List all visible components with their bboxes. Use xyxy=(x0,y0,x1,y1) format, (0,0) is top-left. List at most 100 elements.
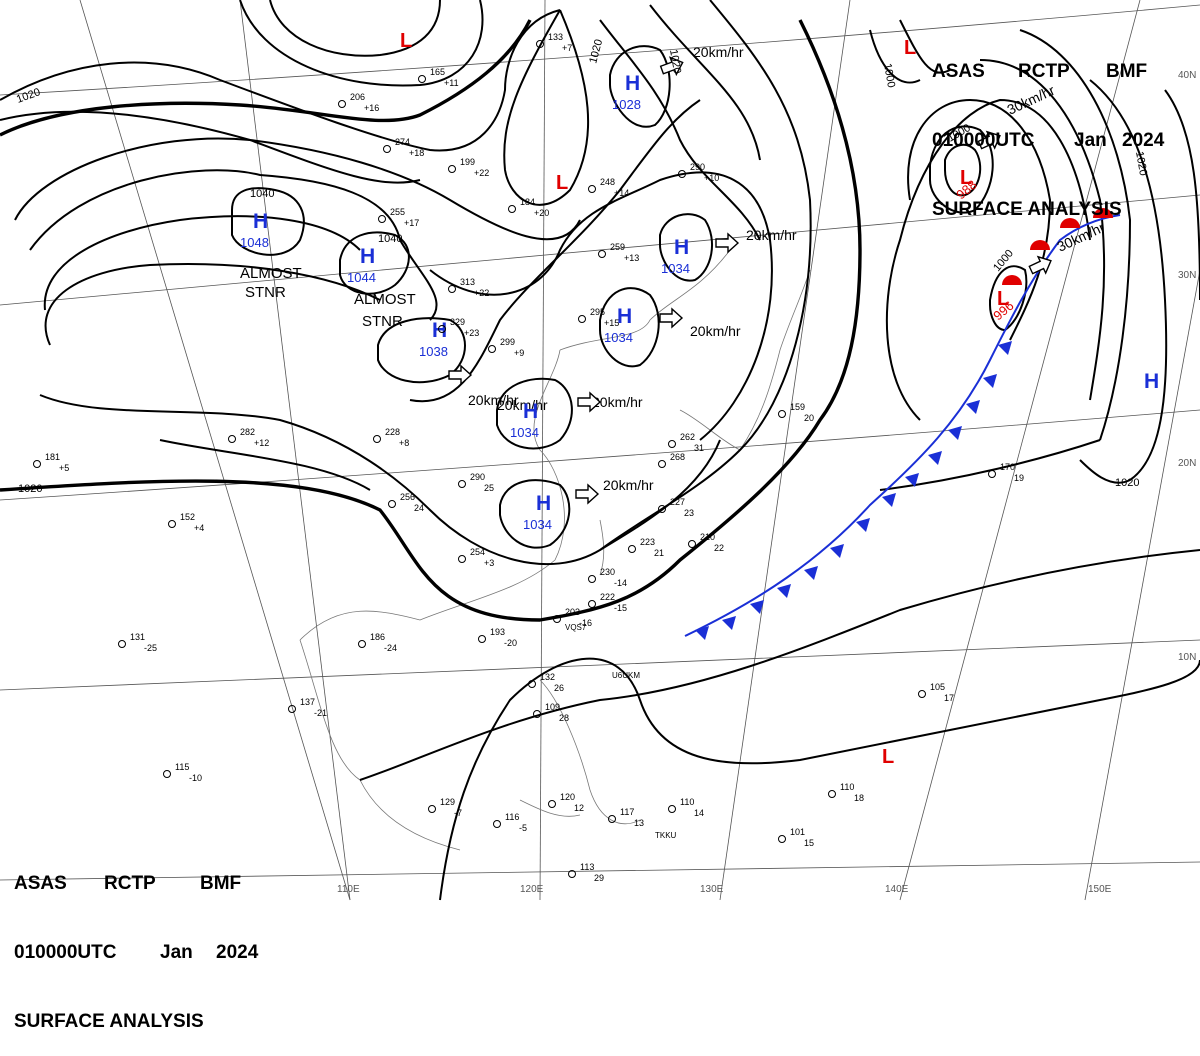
station-value: 186 xyxy=(370,632,385,642)
station-value: 22 xyxy=(714,543,724,553)
station-value: 28 xyxy=(559,713,569,723)
product-label: SURFACE ANALYSIS xyxy=(932,199,1122,220)
station-circle-icon xyxy=(528,680,536,688)
system-remark: ALMOST xyxy=(354,291,416,308)
lon-label: 140E xyxy=(885,884,909,895)
station-value: +15 xyxy=(604,318,619,328)
system-remark: ALMOST xyxy=(240,265,302,282)
station-circle-icon xyxy=(508,205,516,213)
station-value: 259 xyxy=(610,242,625,252)
station-value: 109 xyxy=(545,702,560,712)
station-value: 223 xyxy=(640,537,655,547)
high-center-label: H xyxy=(523,400,538,423)
station-value: 295 xyxy=(590,307,605,317)
high-pressure-value: 1038 xyxy=(419,344,448,359)
station-circle-icon xyxy=(383,145,391,153)
coastlines xyxy=(299,249,811,851)
cold-front-triangle-icon xyxy=(695,626,709,640)
system-remark: STNR xyxy=(245,284,286,301)
station-value: +22 xyxy=(474,288,489,298)
station-value: -21 xyxy=(314,708,327,718)
cold-front-triangle-icon xyxy=(948,426,962,440)
front-line xyxy=(684,214,1121,637)
high-center-label: H xyxy=(1144,370,1159,393)
station-value: +12 xyxy=(254,438,269,448)
station-circle-icon xyxy=(688,540,696,548)
station-circle-icon xyxy=(228,435,236,443)
station-value: 199 xyxy=(460,157,475,167)
motion-arrow-icon xyxy=(715,232,740,254)
station-circle-icon xyxy=(493,820,501,828)
station-value: 181 xyxy=(45,452,60,462)
month-label: Jan xyxy=(160,942,193,963)
station-circle-icon xyxy=(448,285,456,293)
station-circle-icon xyxy=(388,500,396,508)
low-center-label: L xyxy=(400,30,412,52)
station-value: 313 xyxy=(460,277,475,287)
station-value: 184 xyxy=(520,197,535,207)
station-value: 152 xyxy=(180,512,195,522)
datetime-label: 010000UTC xyxy=(14,942,117,963)
high-center-label: H xyxy=(617,305,632,328)
station-circle-icon xyxy=(418,75,426,83)
station-value: +4 xyxy=(194,523,204,533)
station-value: +18 xyxy=(409,148,424,158)
ship-id: TKKU xyxy=(655,831,677,840)
station-value: 101 xyxy=(790,827,805,837)
station-circle-icon xyxy=(488,345,496,353)
station-value: 227 xyxy=(670,497,685,507)
station-circle-icon xyxy=(478,635,486,643)
cold-front-triangle-icon xyxy=(998,341,1012,355)
motion-arrow-icon xyxy=(977,130,1001,150)
station-value: 159 xyxy=(790,402,805,412)
station-value: 115 xyxy=(175,762,189,772)
cold-front-triangle-icon xyxy=(777,584,791,598)
station-circle-icon xyxy=(988,470,996,478)
station-circle-icon xyxy=(458,555,466,563)
station-label: RCTP xyxy=(1018,61,1070,82)
cold-front-triangle-icon xyxy=(983,374,997,388)
high-pressure-value: 1044 xyxy=(347,270,376,285)
station-circle-icon xyxy=(658,505,666,513)
station-circle-icon xyxy=(373,435,381,443)
station-value: 256 xyxy=(400,492,415,502)
lon-label: 120E xyxy=(520,884,544,895)
station-circle-icon xyxy=(168,520,176,528)
station-value: -20 xyxy=(504,638,517,648)
motion-arrow-icon xyxy=(575,483,600,505)
motion-arrow-icon xyxy=(577,391,602,413)
isobar-value: 1020 xyxy=(1115,477,1139,489)
high-pressure-value: 1034 xyxy=(510,425,539,440)
pressure-systems: H 1048 H 1044 H 1038 H 1028 H 1034 H 1034 H 1034 H 1034… xyxy=(240,30,1159,768)
station-value: 17 xyxy=(944,693,954,703)
station-value: 129 xyxy=(440,797,455,807)
station-circle-icon xyxy=(668,805,676,813)
isobars xyxy=(0,0,1200,901)
warm-front-semicircle-icon xyxy=(1060,218,1080,228)
station-circle-icon xyxy=(568,870,576,878)
high-center-label: H xyxy=(674,236,689,259)
motion-speed-label: 20km/hr xyxy=(468,392,519,408)
station-label: RCTP xyxy=(104,873,156,894)
station-circle-icon xyxy=(668,440,676,448)
station-value: +16 xyxy=(364,103,379,113)
station-value: 210 xyxy=(700,532,715,542)
station-circle-icon xyxy=(378,215,386,223)
isobar-value: 1000 xyxy=(881,62,897,88)
station-circle-icon xyxy=(918,690,926,698)
station-value: +9 xyxy=(514,348,524,358)
year-label: 2024 xyxy=(1122,130,1165,151)
station-circle-icon xyxy=(678,170,686,178)
station-value: 137 xyxy=(300,697,315,707)
station-circle-icon xyxy=(778,410,786,418)
station-value: 26 xyxy=(554,683,564,693)
station-value: +8 xyxy=(399,438,409,448)
station-circle-icon xyxy=(578,315,586,323)
station-value: +22 xyxy=(474,168,489,178)
lat-label: 10N xyxy=(1178,652,1196,663)
station-value: +5 xyxy=(59,463,69,473)
cold-front-triangle-icon xyxy=(750,600,764,614)
station-value: 132 xyxy=(540,672,555,682)
station-value: 31 xyxy=(694,443,704,453)
station-value: +20 xyxy=(534,208,549,218)
